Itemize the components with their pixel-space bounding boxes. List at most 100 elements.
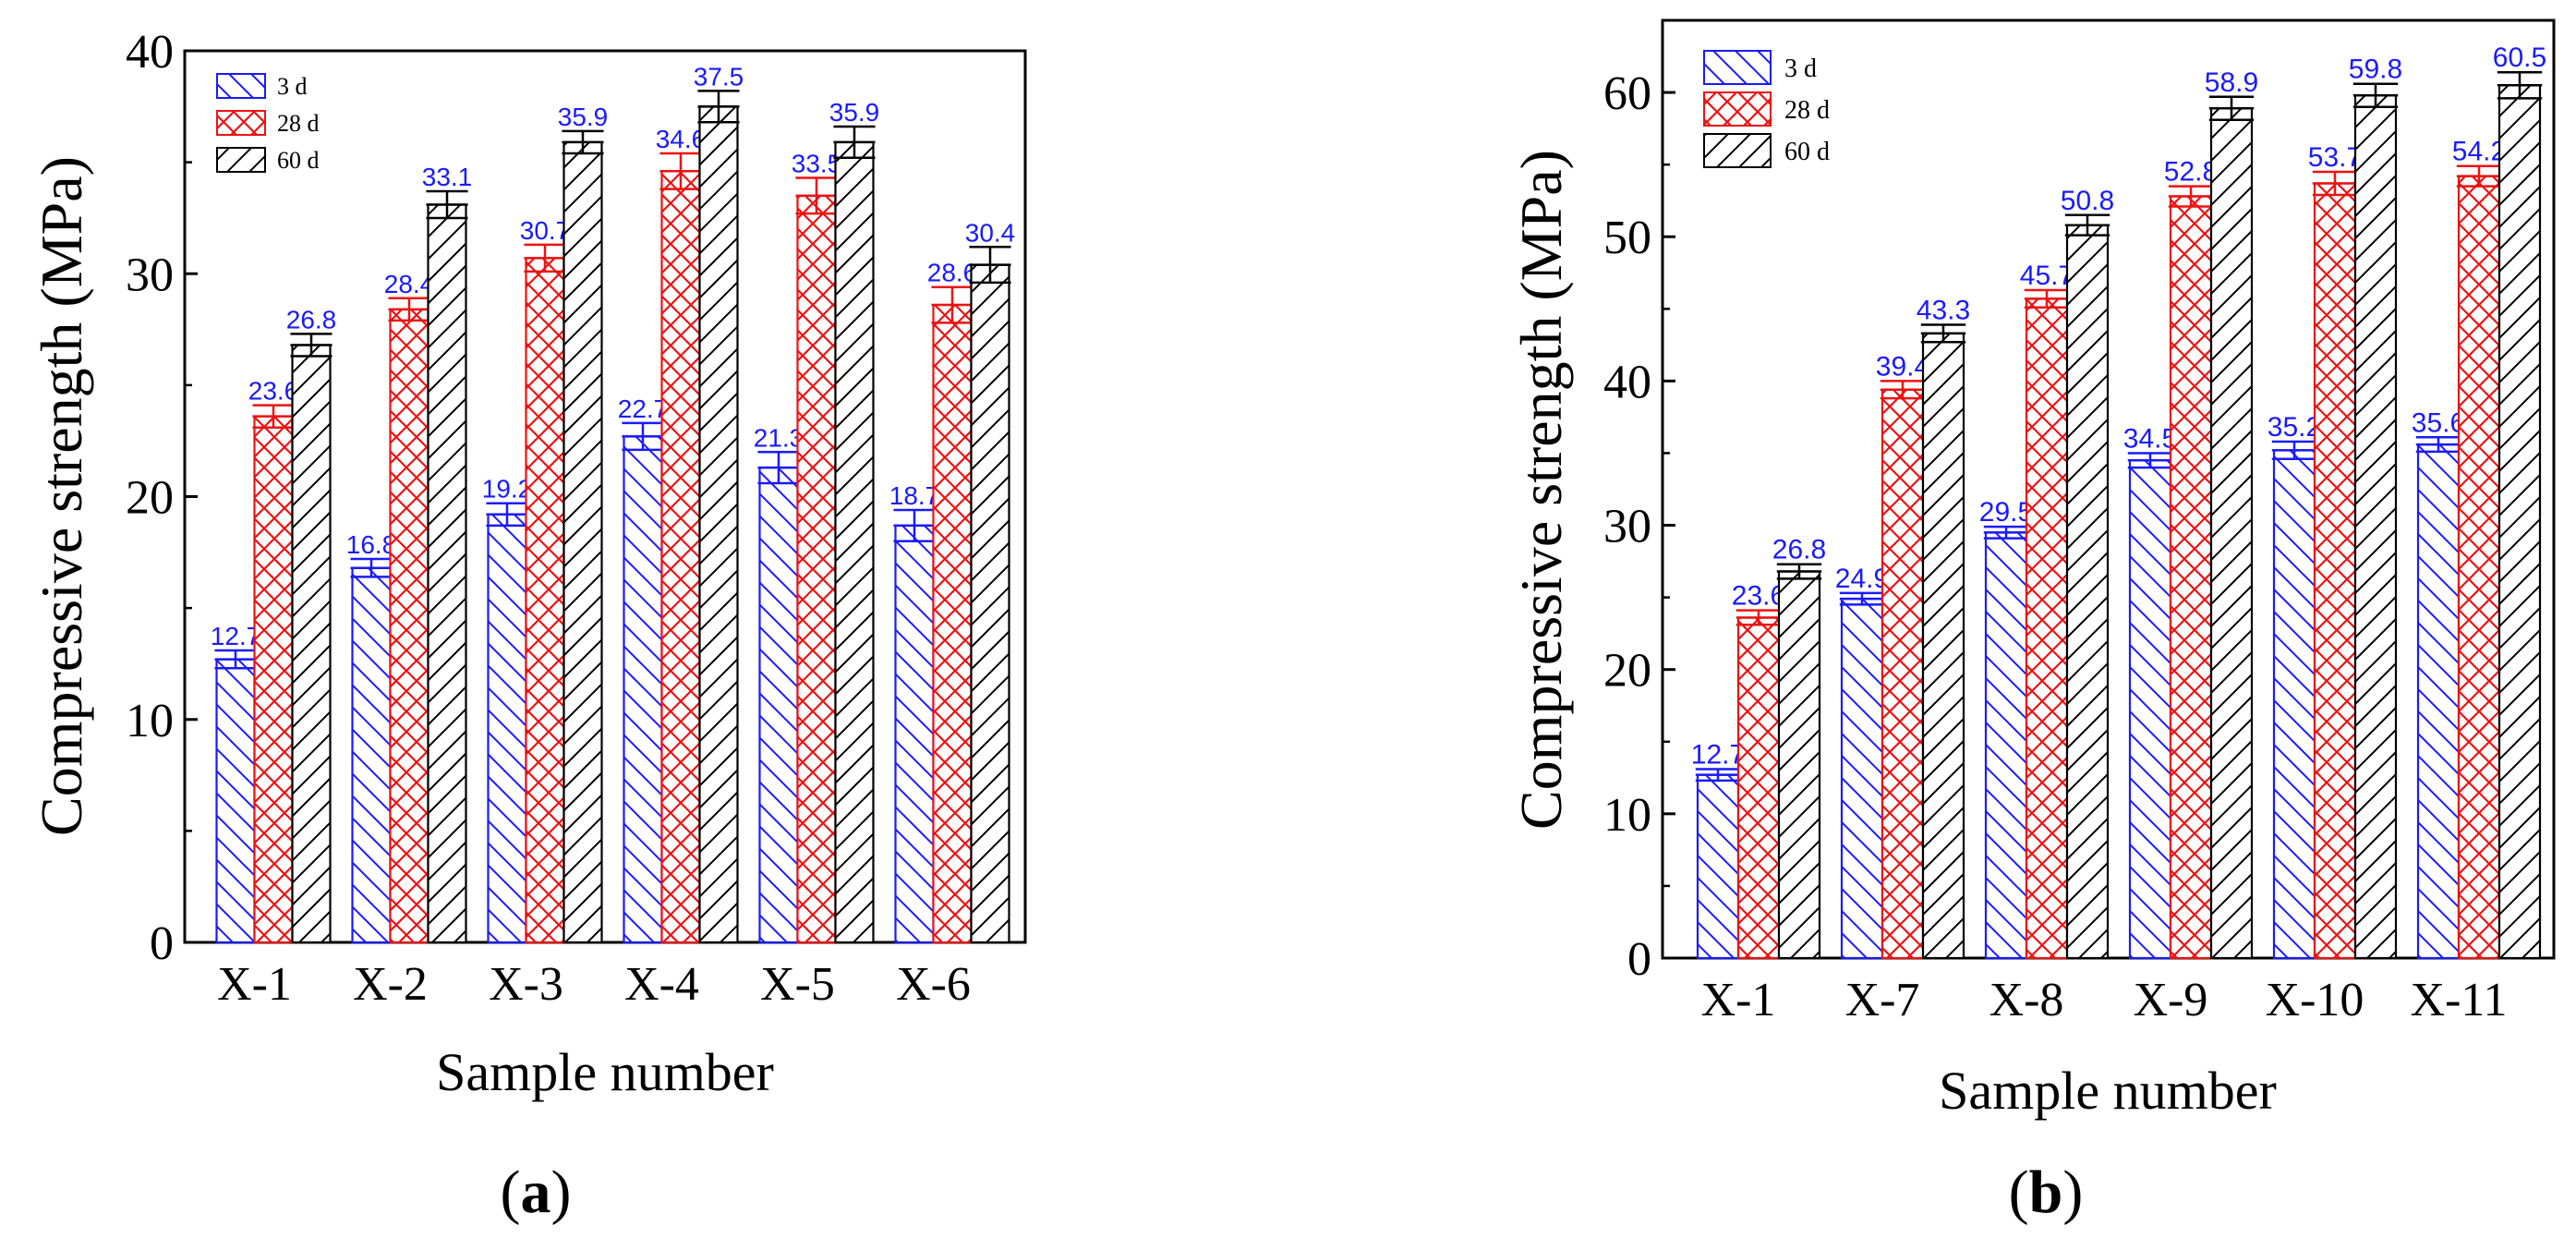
bar-60d-X-8 (2065, 224, 2110, 960)
error-bar (2064, 213, 2110, 237)
x-axis-title-a: Sample number (436, 1042, 774, 1102)
bar-28d-X-8 (2025, 297, 2069, 960)
bar-28d-X-1 (1736, 616, 1781, 960)
data-label: 35.6 (2412, 407, 2465, 438)
y-tick-label: 10 (1603, 789, 1651, 842)
legend-label-60d: 60 d (1784, 138, 1830, 166)
y-axis-ticks-a: 0 10 20 30 40 X-1 X-2 X-3 X-4 X-5 X-6 (126, 26, 971, 1011)
data-label: 28.6 (927, 259, 978, 287)
y-tick-label: 60 (1603, 67, 1651, 120)
error-bar (1735, 609, 1782, 626)
data-label: 35.9 (558, 103, 609, 131)
y-tick-label: 50 (1603, 212, 1651, 264)
y-tick-label: 20 (126, 472, 174, 525)
y-tick-label: 30 (1603, 501, 1651, 553)
y-tick-label: 20 (1603, 645, 1651, 698)
x-tick-label: X-3 (489, 958, 563, 1011)
error-bar (486, 502, 528, 528)
data-label: 59.8 (2349, 55, 2402, 85)
bar-60d-X-10 (2353, 94, 2398, 960)
data-label: 12.7 (1691, 739, 1745, 770)
legend-label-28d: 28 d (277, 110, 320, 137)
error-bar (2271, 440, 2317, 460)
bar-28d-X-9 (2169, 195, 2213, 960)
legend-label-3d: 3 d (1784, 55, 1817, 83)
bar-28d-X-1 (253, 415, 294, 944)
bars-a: 12.7 23.6 26.8 16.8 28.4 33.1 19.2 30.7 35.9 22.7… (211, 62, 1016, 944)
y-axis-title-b: Compressive strength (MPa) (1508, 150, 1574, 830)
panel-label-b: (b) (2009, 1159, 2084, 1226)
x-tick-label: X-1 (217, 958, 292, 1011)
x-tick-label: X-6 (896, 958, 971, 1011)
error-bar (1695, 768, 1741, 783)
bar-3d-X-1 (215, 658, 256, 944)
bars-b: 12.7 23.6 26.8 24.9 39.4 43.3 29.5 45.7 50.8 34.5… (1691, 42, 2546, 960)
y-tick-label: 40 (1603, 356, 1651, 408)
error-bar (659, 152, 702, 190)
data-label: 39.4 (1876, 351, 1929, 382)
error-bar (2312, 170, 2358, 197)
data-label: 58.9 (2205, 67, 2258, 98)
data-label: 34.5 (2123, 423, 2177, 454)
data-label: 52.8 (2164, 157, 2218, 188)
y-tick-label: 30 (126, 249, 174, 301)
bar-28d-X-6 (932, 303, 973, 944)
panel-label-a: (a) (501, 1159, 572, 1226)
error-bar (2127, 452, 2173, 469)
legend-swatch-3d (1703, 50, 1772, 85)
error-bar (290, 333, 333, 358)
data-label: 23.6 (248, 377, 299, 406)
legend-label-60d: 60 d (277, 147, 320, 174)
legend-label-28d: 28 d (1784, 96, 1830, 125)
bar-28d-X-11 (2457, 175, 2501, 960)
legend-swatch-28d (216, 110, 266, 136)
error-bar (2168, 185, 2214, 208)
bar-60d-X-2 (427, 203, 467, 944)
chart-panel-b: 0 10 20 30 40 50 60 X-1 X-7 X-8 X-9 X-10 X-11 12.7 23… (1508, 18, 2556, 1226)
bar-3d-X-10 (2272, 449, 2316, 960)
data-label: 21.3 (754, 423, 804, 452)
error-bar (1983, 525, 2029, 540)
legend-swatch-3d (216, 73, 266, 99)
error-bar (2352, 82, 2399, 108)
panel-label-a-letter: a (521, 1159, 551, 1226)
legend-b: 3 d 28 d 60 d (1703, 50, 1830, 168)
bar-28d-X-3 (525, 257, 565, 944)
bar-3d-X-6 (894, 524, 935, 944)
error-bar (524, 243, 566, 273)
bar-28d-X-7 (1881, 388, 1925, 960)
data-label: 18.7 (889, 481, 940, 510)
bar-60d-X-1 (1777, 570, 1821, 960)
data-label: 16.8 (346, 530, 397, 559)
x-tick-label: X-2 (353, 958, 428, 1011)
data-label: 28.4 (384, 270, 435, 298)
x-tick-label: X-8 (1989, 974, 2064, 1026)
data-label: 45.7 (2020, 261, 2074, 291)
data-label: 30.4 (965, 218, 1016, 247)
data-label: 29.5 (1979, 497, 2033, 528)
error-bar (757, 451, 800, 485)
y-axis-title-a: Compressive strength (MPa) (29, 156, 94, 836)
data-label: 33.1 (422, 163, 473, 191)
data-label: 43.3 (1917, 295, 1970, 325)
x-tick-label: X-10 (2266, 974, 2364, 1026)
x-tick-label: X-4 (624, 958, 699, 1011)
bar-60d-X-1 (291, 344, 332, 944)
error-bar (2024, 288, 2070, 309)
error-bar (969, 246, 1011, 285)
x-axis-title-b: Sample number (1939, 1061, 2277, 1121)
legend-swatch-28d (1703, 91, 1772, 127)
error-bar (388, 297, 430, 322)
data-label: 35.9 (829, 98, 880, 127)
bar-3d-X-2 (351, 566, 392, 944)
bar-28d-X-2 (389, 308, 429, 944)
error-bar (2208, 95, 2255, 121)
data-label: 23.6 (1732, 581, 1785, 612)
x-tick-label: X-9 (2134, 974, 2208, 1026)
data-label: 26.8 (286, 305, 337, 334)
error-bar (833, 125, 876, 160)
bar-60d-X-7 (1921, 332, 1965, 960)
data-label: 24.9 (1835, 564, 1889, 594)
bar-3d-X-3 (487, 513, 527, 944)
